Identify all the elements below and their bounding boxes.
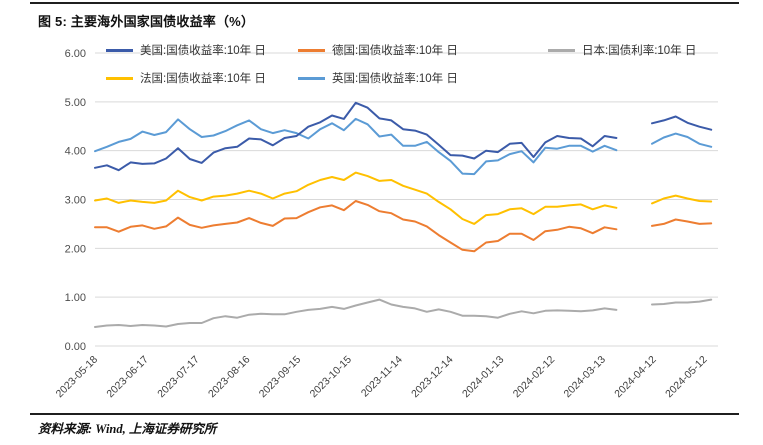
- x-tick-label: 2024-03-13: [562, 354, 609, 401]
- x-tick-label: 2024-01-13: [460, 354, 507, 401]
- y-tick-label: 0.00: [65, 341, 86, 353]
- series-line-uk: [94, 117, 713, 176]
- legend-swatch-germany: [298, 48, 325, 52]
- x-tick-label: 2023-06-17: [104, 354, 151, 401]
- legend-label-germany: 德国:国债收益率:10年 日: [332, 45, 458, 57]
- legend-label-japan: 日本:国债利率:10年 日: [582, 45, 697, 57]
- legend-swatch-us: [106, 48, 133, 52]
- series-line-germany: [94, 200, 713, 253]
- legend-item-us: 美国:国债收益率:10年 日: [106, 42, 298, 58]
- x-tick-label: 2024-05-12: [663, 354, 710, 401]
- legend-label-france: 法国:国债收益率:10年 日: [140, 73, 266, 85]
- y-tick-label: 4.00: [65, 146, 86, 158]
- series-line-us: [94, 101, 713, 172]
- legend-label-uk: 英国:国债收益率:10年 日: [332, 73, 458, 85]
- series-line-france: [94, 171, 713, 225]
- x-tick-label: 2024-02-12: [511, 354, 558, 401]
- y-tick-label: 6.00: [65, 48, 86, 60]
- legend-row: 法国:国债收益率:10年 日 英国:国债收益率:10年 日: [106, 64, 696, 92]
- series-line-japan: [94, 298, 713, 328]
- source-note: 资料来源: Wind, 上海证券研究所: [38, 422, 217, 436]
- top-divider: [30, 2, 739, 4]
- legend-row: 美国:国债收益率:10年 日 德国:国债收益率:10年 日 日本:国债利率:10年 …: [106, 36, 696, 64]
- legend-swatch-uk: [298, 76, 325, 80]
- legend-item-germany: 德国:国债收益率:10年 日: [298, 42, 548, 58]
- legend-item-japan: 日本:国债利率:10年 日: [548, 42, 696, 58]
- chart-area: 6.00 5.00 4.00 3.00 2.00 1.00 0.00 2023-05-18 20…: [0, 31, 763, 411]
- legend-item-france: 法国:国债收益率:10年 日: [106, 70, 298, 86]
- x-tick-label: 2023-11-14: [359, 354, 405, 400]
- x-tick-label: 2023-05-18: [54, 354, 101, 401]
- legend-swatch-france: [106, 76, 133, 80]
- x-tick-label: 2023-10-15: [308, 354, 355, 401]
- legend-item-uk: 英国:国债收益率:10年 日: [298, 70, 548, 86]
- y-tick-label: 2.00: [65, 243, 86, 255]
- x-tick-label: 2023-08-16: [206, 354, 253, 401]
- x-tick-label: 2024-04-12: [612, 354, 659, 401]
- chart-legend: 美国:国债收益率:10年 日 德国:国债收益率:10年 日 日本:国债利率:10年 …: [106, 36, 696, 92]
- figure-title: 图 5: 主要海外国家国债收益率（%）: [38, 14, 255, 29]
- y-tick-label: 3.00: [65, 195, 86, 207]
- bottom-divider: [30, 413, 739, 415]
- legend-swatch-japan: [548, 48, 575, 52]
- legend-label-us: 美国:国债收益率:10年 日: [140, 45, 266, 57]
- y-tick-label: 1.00: [65, 292, 86, 304]
- x-tick-label: 2023-09-15: [257, 354, 304, 401]
- x-tick-label: 2023-07-17: [155, 354, 202, 401]
- y-tick-label: 5.00: [65, 97, 86, 109]
- x-tick-label: 2023-12-14: [409, 354, 456, 401]
